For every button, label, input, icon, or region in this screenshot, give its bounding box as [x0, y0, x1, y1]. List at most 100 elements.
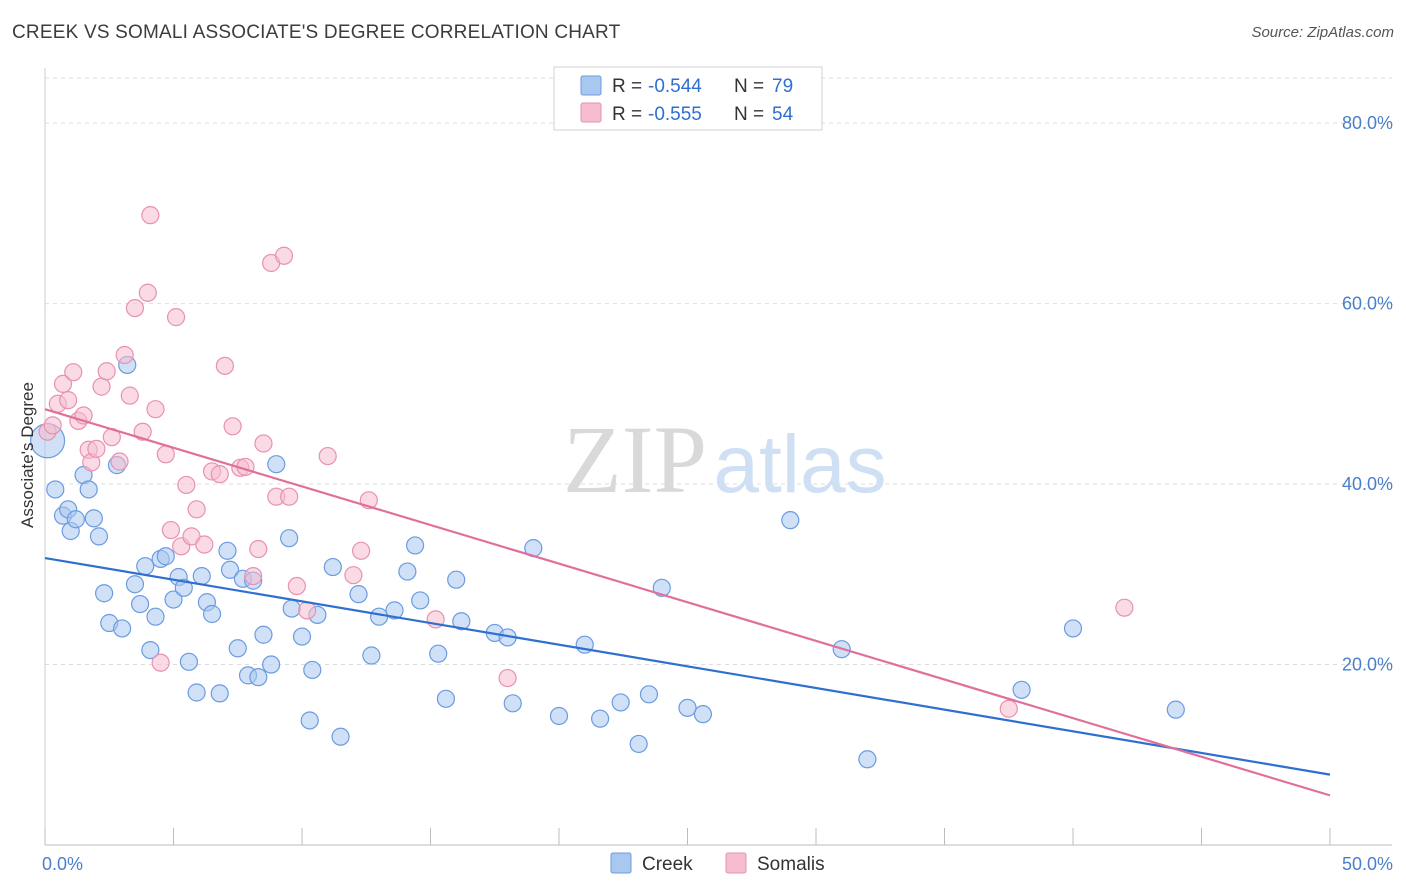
creek-point — [218, 541, 237, 560]
somali-point — [287, 576, 306, 596]
somali-point — [249, 539, 268, 559]
creek-point — [220, 560, 240, 579]
somali-point — [151, 653, 170, 672]
creek-point — [781, 511, 800, 530]
somali-point — [43, 416, 62, 435]
legend-r-label-somalis: R = — [612, 104, 642, 125]
creek-point — [125, 575, 145, 594]
creek-point — [652, 578, 671, 597]
creek-point — [292, 627, 312, 646]
creek-point — [95, 584, 114, 603]
somali-point — [999, 699, 1018, 718]
data-points — [29, 206, 1185, 769]
bottom-legend-label-somalis: Somalis — [757, 854, 825, 875]
creek-point — [398, 562, 417, 581]
tick-labels: 20.0% 40.0% 60.0% 80.0% 0.0% 50.0% — [42, 113, 1393, 874]
creek-point — [303, 660, 322, 680]
creek-point — [405, 536, 425, 555]
legend-r-value-creek: -0.544 — [648, 76, 702, 97]
creek-point — [549, 706, 569, 726]
legend-swatch-somalis — [580, 102, 602, 123]
watermark-zip: ZIP — [563, 406, 707, 513]
somali-point — [97, 362, 116, 381]
somali-point — [177, 475, 196, 495]
creek-point — [1012, 680, 1031, 699]
creek-point — [858, 750, 877, 769]
legend-swatch-creek — [580, 75, 602, 96]
y-tick-label: 20.0% — [1342, 655, 1393, 675]
creek-point — [174, 578, 193, 597]
somali-point — [254, 434, 273, 453]
y-tick-label: 40.0% — [1342, 474, 1393, 494]
creek-point — [66, 510, 85, 529]
somali-point — [146, 400, 165, 419]
creek-point — [323, 557, 342, 577]
creek-point — [331, 727, 350, 746]
creek-point — [280, 529, 299, 548]
trend-lines — [44, 408, 1331, 797]
legend-n-label-somalis: N = — [734, 104, 764, 125]
somali-point — [187, 500, 206, 519]
somali-point — [1115, 598, 1134, 617]
creek-point — [349, 585, 368, 604]
somali-point — [120, 386, 139, 405]
creek-point — [629, 734, 648, 754]
creek-point — [210, 684, 229, 703]
somali-point — [344, 566, 363, 585]
chart-source: Source: ZipAtlas.com — [1251, 24, 1394, 41]
somali-point — [59, 391, 78, 410]
somali-point — [125, 299, 145, 318]
creek-point — [611, 693, 630, 712]
creek-point — [262, 655, 281, 674]
watermark-atlas: atlas — [713, 419, 886, 510]
somali-point — [110, 452, 129, 471]
bottom-legend-swatch-creek — [610, 852, 632, 874]
creek-point — [192, 566, 211, 586]
watermark: ZIP atlas — [563, 406, 887, 513]
somali-point — [210, 465, 229, 484]
legend-r-value-somalis: -0.555 — [648, 104, 702, 125]
creek-point — [429, 644, 448, 663]
somali-point — [138, 283, 157, 302]
creek-point — [411, 591, 430, 610]
legend-n-value-somalis: 54 — [772, 104, 794, 125]
creek-point — [112, 619, 132, 638]
creek-point — [84, 509, 103, 528]
creek-point — [1166, 700, 1185, 719]
creek-point — [503, 694, 522, 713]
creek-point — [639, 685, 659, 704]
x-tick-label: 50.0% — [1342, 854, 1393, 874]
creek-point — [370, 607, 389, 626]
creek-point — [678, 698, 697, 717]
somali-point — [92, 377, 111, 396]
creek-point — [436, 689, 456, 708]
legend-r-label-creek: R = — [612, 76, 642, 97]
legend-n-value-creek: 79 — [772, 76, 793, 97]
creek-point — [591, 709, 610, 728]
somali-point — [87, 439, 106, 458]
somali-point — [141, 206, 160, 225]
legend-n-label-creek: N = — [734, 76, 764, 97]
somali-trend-line — [44, 408, 1331, 797]
x-tick-label: 0.0% — [42, 854, 83, 874]
somali-point — [215, 356, 234, 375]
creek-point — [179, 652, 199, 671]
somali-point — [182, 527, 201, 546]
creek-point — [362, 646, 381, 665]
creek-point — [267, 455, 286, 474]
somali-point — [64, 363, 83, 382]
somali-point — [352, 541, 371, 560]
somali-point — [53, 374, 73, 393]
somali-point — [161, 520, 181, 540]
y-tick-label: 60.0% — [1342, 294, 1393, 314]
y-tick-label: 80.0% — [1342, 113, 1393, 133]
creek-point — [693, 705, 713, 724]
somali-point — [280, 487, 299, 506]
somali-point — [166, 308, 186, 327]
creek-trend-line — [44, 556, 1331, 776]
bottom-legend-label-creek: Creek — [642, 854, 693, 875]
creek-point — [164, 590, 183, 609]
somali-point — [223, 417, 242, 436]
creek-point — [385, 601, 404, 620]
somali-point — [244, 566, 263, 586]
